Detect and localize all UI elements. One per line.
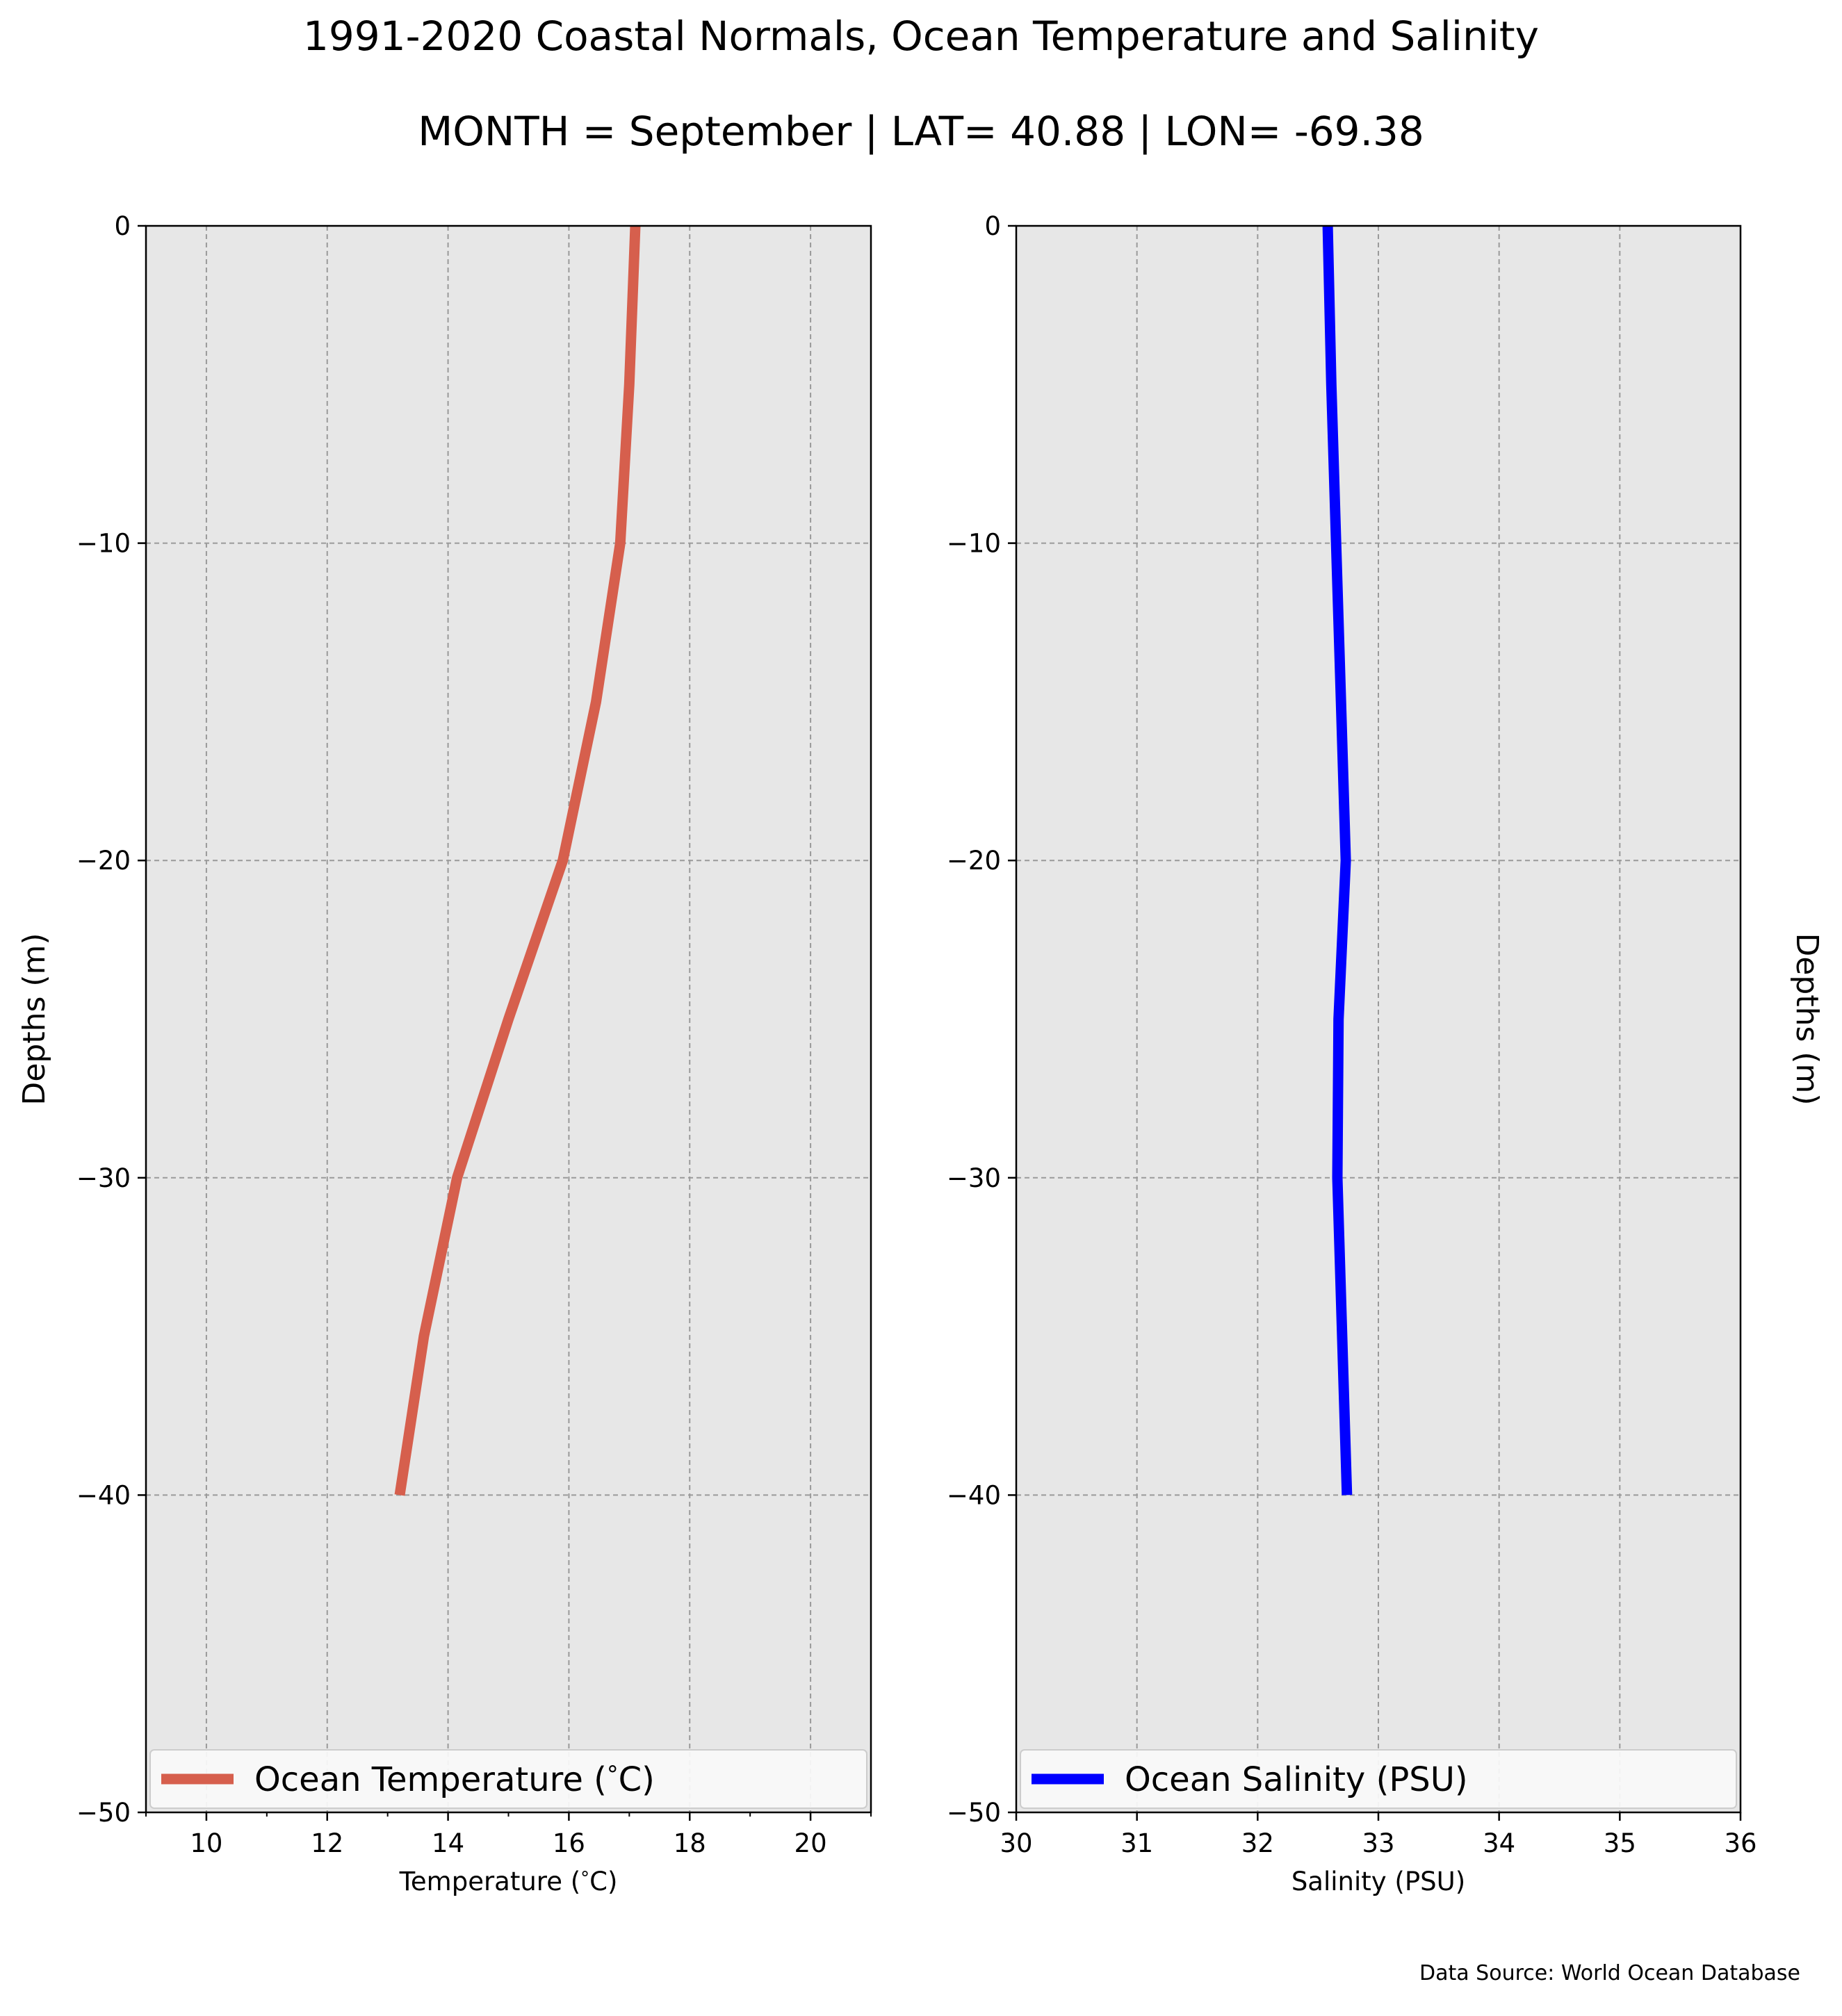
x-tick-label: 14	[432, 1828, 464, 1858]
y-tick-label: −40	[947, 1480, 1001, 1510]
salinity-panel: 30 31 32 33 34 35 36 0 −10 −20 −30 −40 −50 Salinity (…	[947, 211, 1825, 1896]
y-axis-label: Depths (m)	[17, 933, 52, 1105]
temperature-panel: 10 12 14 16 18 20 0 −10 −20 −30 −40 −50 Temperature …	[17, 211, 872, 1896]
legend-box	[149, 1749, 867, 1809]
x-tick-label: 18	[674, 1828, 706, 1858]
chart-subtitle: MONTH = September | LAT= 40.88 | LON= -6…	[418, 108, 1424, 155]
x-tick-label: 30	[1000, 1828, 1032, 1858]
legend-label: Ocean Salinity (PSU)	[1125, 1760, 1468, 1799]
y-tick-label: −50	[76, 1798, 131, 1828]
y-tick-label: −10	[947, 529, 1001, 559]
y-tick-label: 0	[114, 211, 131, 241]
y-tick-label: −30	[947, 1163, 1001, 1193]
y-tick-label: −20	[76, 846, 131, 876]
series-line	[1322, 225, 1353, 1495]
x-tick-label: 20	[794, 1828, 827, 1858]
y-tick-label: −50	[947, 1798, 1001, 1828]
y-axis-label: Depths (m)	[1789, 933, 1825, 1105]
x-tick-label: 35	[1604, 1828, 1636, 1858]
x-tick-label: 36	[1724, 1828, 1757, 1858]
y-tick-label: −40	[76, 1480, 131, 1510]
x-axis-label: Temperature (°C)	[399, 1867, 618, 1896]
legend-label: Ocean Temperature (°C)	[254, 1760, 655, 1799]
x-tick-label: 32	[1241, 1828, 1274, 1858]
series-line	[394, 225, 641, 1496]
x-axis-label: Salinity (PSU)	[1291, 1867, 1465, 1896]
y-tick-label: 0	[984, 211, 1001, 241]
y-tick-label: −10	[76, 529, 131, 559]
x-tick-label: 16	[553, 1828, 585, 1858]
x-tick-label: 10	[190, 1828, 222, 1858]
x-tick-label: 34	[1483, 1828, 1515, 1858]
x-tick-label: 31	[1120, 1828, 1153, 1858]
y-tick-label: −20	[947, 846, 1001, 876]
x-tick-label: 33	[1362, 1828, 1394, 1858]
x-tick-label: 12	[311, 1828, 343, 1858]
legend-box	[1020, 1749, 1737, 1809]
y-tick-label: −30	[76, 1163, 131, 1193]
data-source-note: Data Source: World Ocean Database	[1419, 1961, 1800, 1985]
chart-title: 1991-2020 Coastal Normals, Ocean Tempera…	[303, 13, 1539, 60]
